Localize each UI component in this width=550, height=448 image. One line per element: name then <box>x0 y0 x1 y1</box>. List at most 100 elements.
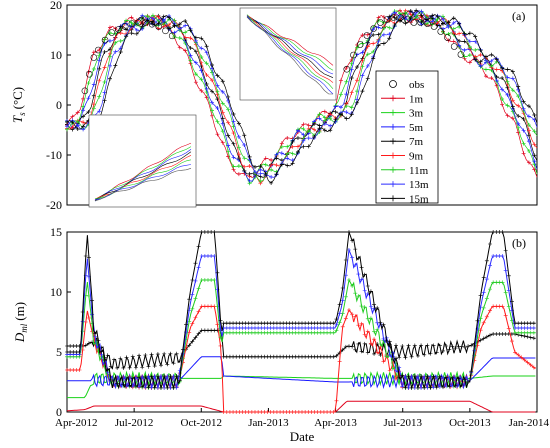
panel-a: 20 10 0 -10 -20 (a) Ts (°C) obs 1m 3m 5m 7m 9m 11m 1… <box>10 0 538 212</box>
obs-point <box>370 25 377 32</box>
panel-b-line-7m <box>67 329 536 370</box>
panel-a-line-5m <box>66 11 538 182</box>
obs-point <box>148 20 156 28</box>
obs-point <box>101 36 109 44</box>
panel-a-marker-15m <box>65 120 69 125</box>
legend-label-5m: 5m <box>409 122 424 134</box>
panel-b-line-13m <box>67 248 536 390</box>
inset-top-frame <box>239 7 337 101</box>
x-tick-label: Apr-2012 <box>55 417 98 429</box>
obs-point <box>437 28 445 35</box>
panel-b-series-15m <box>65 230 536 390</box>
legend-label-1m: 1m <box>409 93 424 105</box>
obs-point <box>356 41 364 48</box>
legend-marker-9m <box>390 152 396 159</box>
obs-point <box>383 16 391 23</box>
panel-b-line-11m <box>67 278 536 390</box>
panel-a-obs-markers <box>81 14 465 95</box>
legend-marker-5m <box>390 123 396 130</box>
legend-marker-3m <box>390 109 396 116</box>
obs-point <box>115 26 122 33</box>
legend-marker-7m <box>390 138 396 145</box>
obs-point <box>142 19 149 26</box>
panel-b-series-7m <box>65 328 536 370</box>
panel-a-series <box>65 8 538 186</box>
legend-label-obs: obs <box>409 79 424 91</box>
x-tick-label: Apr-2013 <box>314 417 357 429</box>
legend-label-7m: 7m <box>409 136 424 148</box>
obs-point <box>81 87 89 95</box>
panel-b-series-1m <box>66 400 536 413</box>
panel-b-series-13m <box>65 248 536 390</box>
obs-point <box>343 65 351 73</box>
legend-marker-13m <box>390 181 396 188</box>
obs-point <box>397 14 404 21</box>
legend-label-15m: 15m <box>409 193 429 205</box>
obs-point <box>363 32 371 39</box>
panel-b-series-9m <box>65 304 536 414</box>
legend-box <box>375 70 439 204</box>
inset-bottom-frame <box>88 114 197 208</box>
x-tick-label: Jan-2014 <box>509 417 550 429</box>
obs-point <box>444 34 451 41</box>
inset-top-line <box>246 16 333 95</box>
panel-a-y-tick-label: -10 <box>46 148 62 162</box>
panel-a-line-15m <box>66 10 538 184</box>
panel-a-y-tick-label: 10 <box>50 48 62 62</box>
obs-point <box>390 14 398 21</box>
obs-point <box>457 51 465 58</box>
panel-b-y-label-sub: ml <box>19 323 29 332</box>
obs-point <box>108 29 116 36</box>
obs-point <box>377 19 384 26</box>
obs-point <box>162 27 169 35</box>
obs-point <box>450 43 458 50</box>
legend-label-11m: 11m <box>409 165 429 177</box>
obs-point <box>135 19 142 26</box>
legend-marker-15m <box>390 195 396 202</box>
obs-point <box>410 19 418 26</box>
legend-label-13m: 13m <box>409 179 429 191</box>
panel-b-y-label: Dml (m) <box>12 302 29 343</box>
inset-top-line <box>246 17 334 71</box>
panel-a-y-tick-label: -20 <box>46 198 62 212</box>
x-axis-label: Date <box>290 429 315 444</box>
panel-a-y-tick-label: 20 <box>50 0 62 12</box>
inset-bottom-line <box>94 151 192 201</box>
panel-a-y-tick-label: 0 <box>56 98 62 112</box>
legend-marker-11m <box>390 166 396 173</box>
obs-point <box>424 20 431 27</box>
legend-marker-obs <box>389 80 397 88</box>
panel-b-series <box>65 230 536 414</box>
panel-b-series-3m <box>67 370 536 399</box>
obs-point <box>121 23 129 30</box>
panel-b-y-tick-label: 10 <box>50 285 62 299</box>
panel-b-line-1m <box>66 400 536 413</box>
obs-point <box>403 16 411 23</box>
obs-point <box>350 51 357 59</box>
panel-a-label: (a) <box>512 9 525 23</box>
inset-top <box>239 7 337 101</box>
obs-point <box>430 23 438 30</box>
svg-text:Ts(°C): Ts (°C) <box>10 87 27 123</box>
obs-point <box>86 70 93 78</box>
inset-bottom-line <box>94 146 192 202</box>
panel-b-y-label-units: (m) <box>12 302 27 321</box>
inset-bottom-line <box>94 164 192 200</box>
panel-a-y-label-sub: s <box>17 112 27 116</box>
obs-point <box>128 20 136 27</box>
inset-top-line <box>246 15 334 78</box>
panel-a-y-label-units: (°C) <box>10 87 25 110</box>
legend-label-3m: 3m <box>409 108 424 120</box>
legend-label-9m: 9m <box>409 151 424 163</box>
panel-b-series-11m <box>65 278 536 390</box>
inset-bottom-line <box>94 148 192 202</box>
x-tick-label: Jan-2013 <box>248 417 289 429</box>
panel-a-y-label-main: T <box>10 115 25 123</box>
legend-marker-1m <box>390 95 396 102</box>
obs-point <box>90 54 98 61</box>
panel-b-y-ticks: 15 10 5 0 <box>50 225 71 419</box>
panel-a-y-ticks: 20 10 0 -10 -20 <box>46 0 71 212</box>
obs-point <box>417 19 424 26</box>
x-tick-label: Oct-2013 <box>449 417 491 429</box>
